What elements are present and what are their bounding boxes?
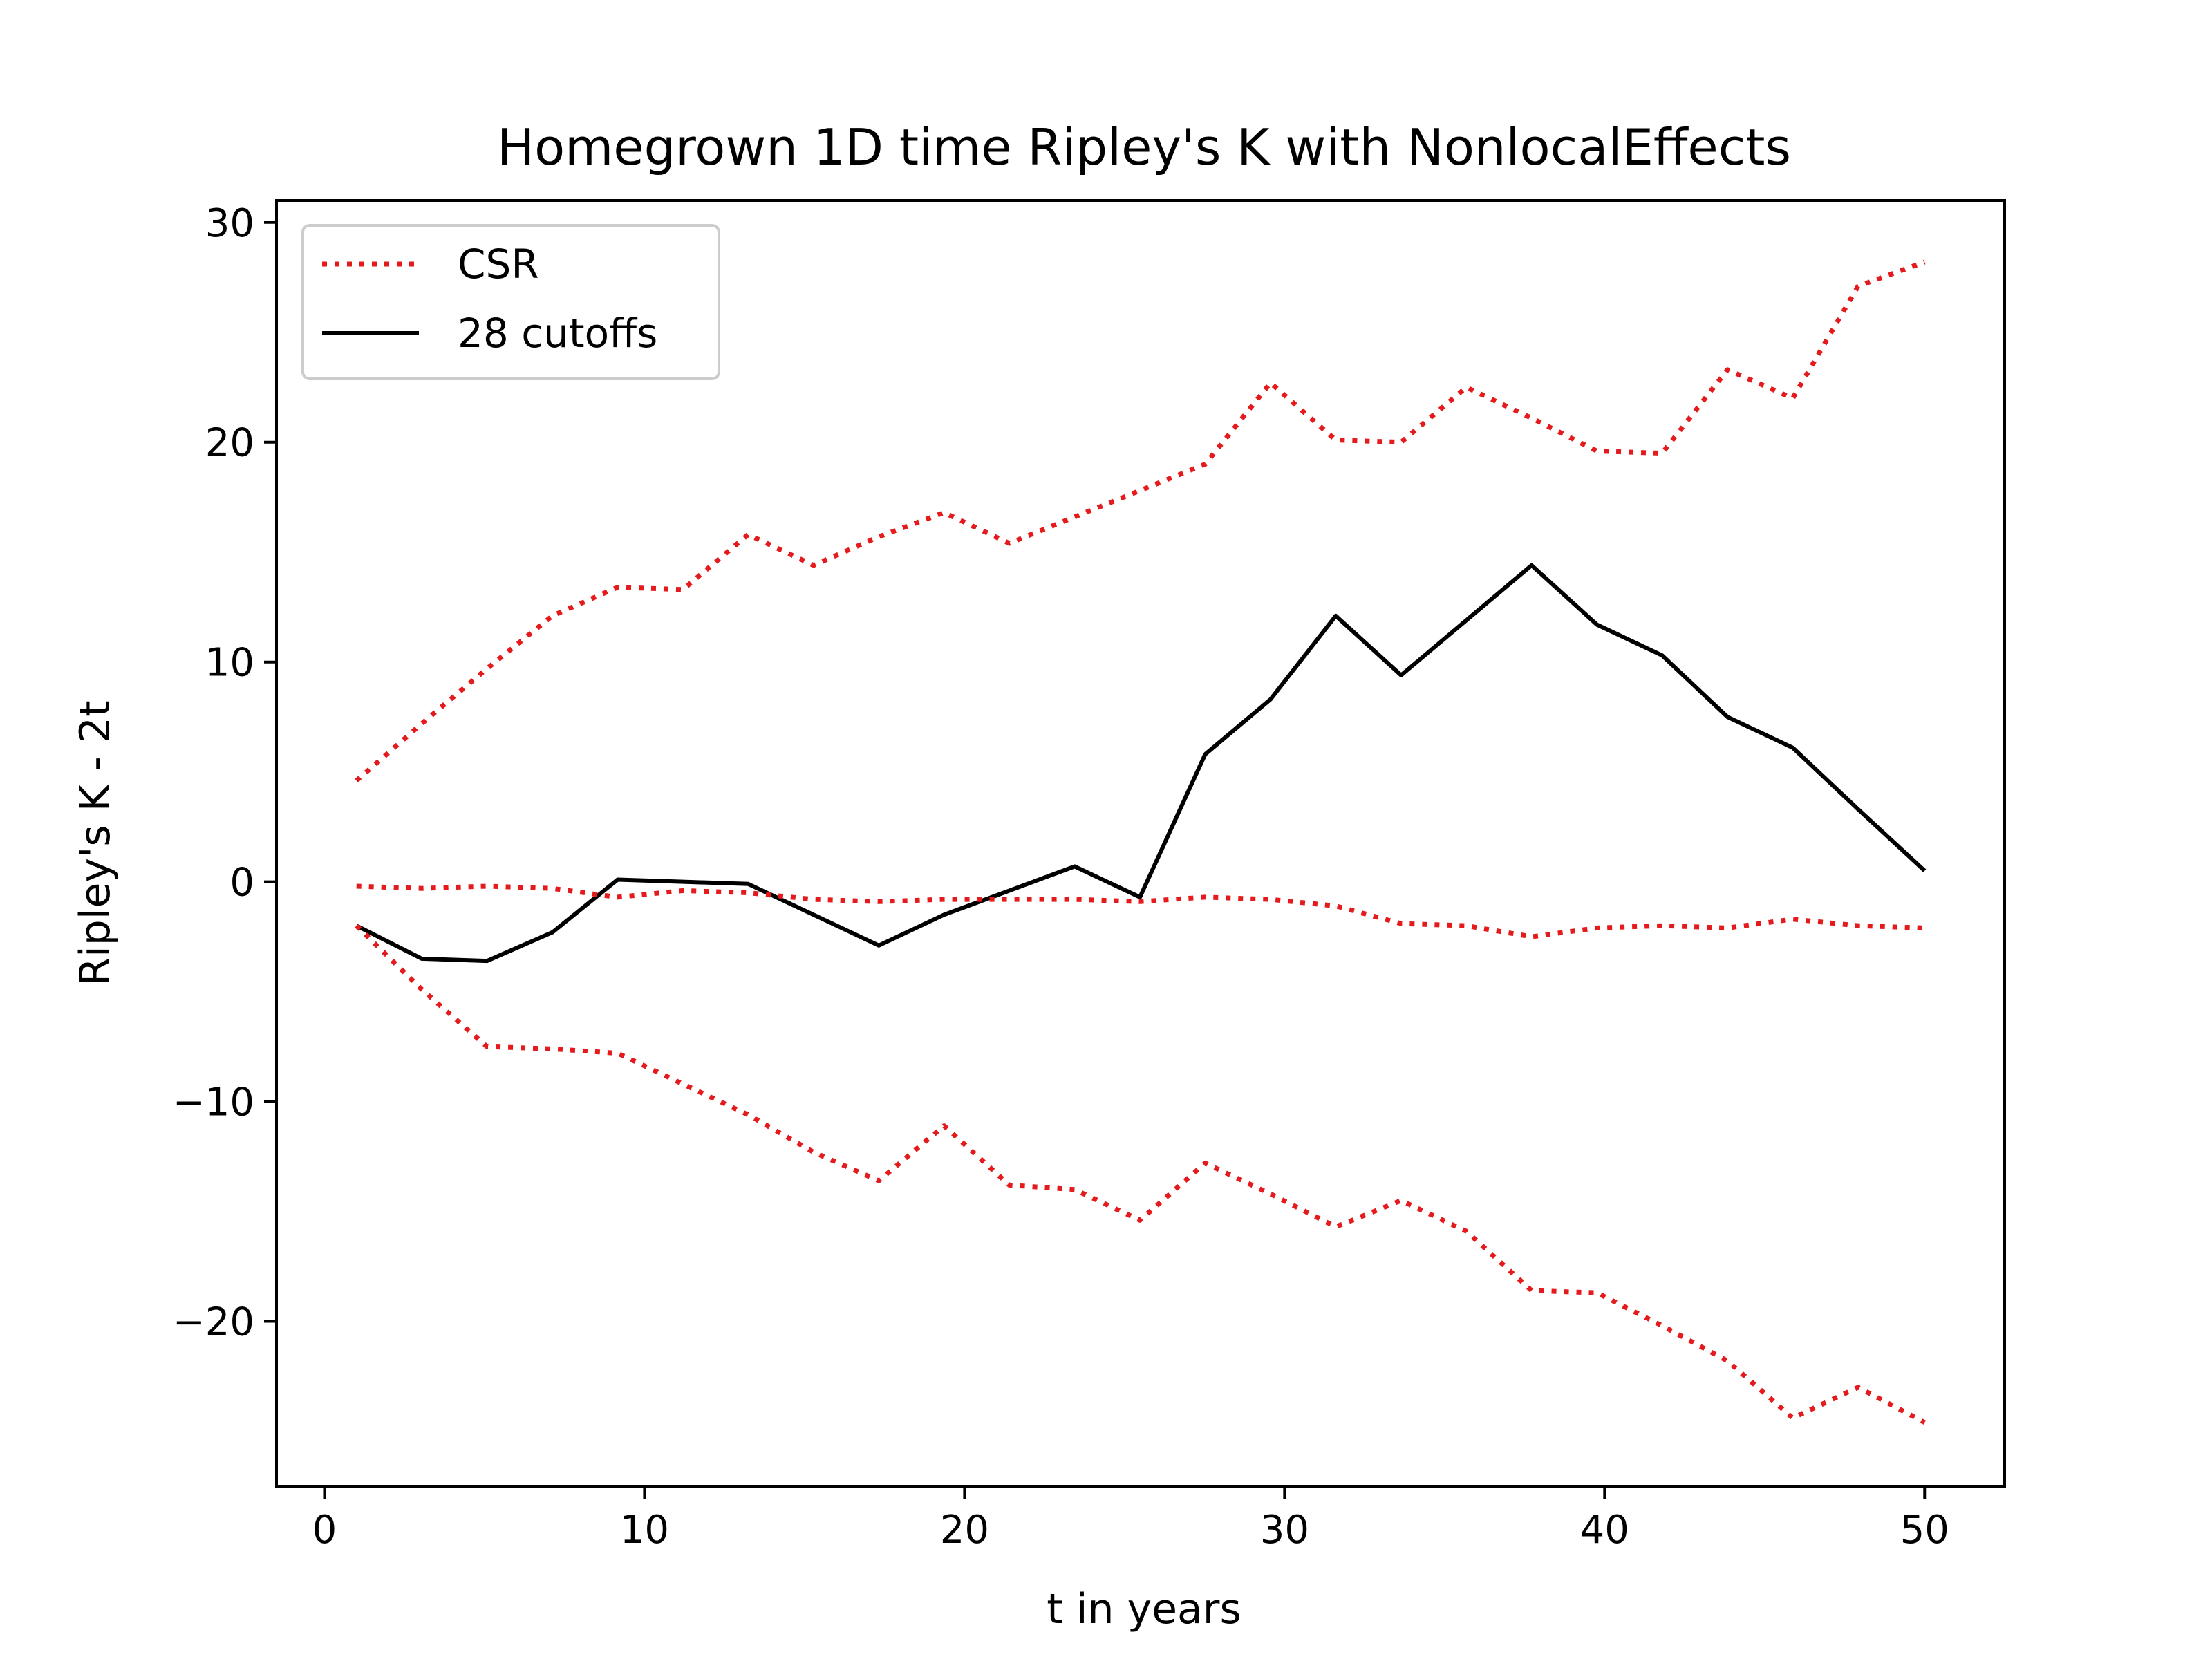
series-layer [355, 259, 1927, 1425]
y-tick-label: 0 [229, 861, 254, 906]
cutoffs-series-line [355, 563, 1927, 964]
x-tick-label: 50 [1900, 1508, 1949, 1553]
y-tick-label: −20 [173, 1300, 254, 1345]
x-tick-label: 20 [940, 1508, 989, 1553]
legend-csr-label: CSR [458, 241, 539, 288]
chart-title: Homegrown 1D time Ripley's K with Nonloc… [497, 118, 1791, 176]
y-axis-label: Ripley's K - 2t [71, 700, 120, 986]
legend-cutoffs-label: 28 cutoffs [458, 310, 657, 357]
legend: CSR 28 cutoffs [301, 224, 720, 380]
csr-envelope-line-3 [355, 924, 1926, 1425]
y-tick-label: −10 [173, 1080, 254, 1125]
x-tick-label: 0 [312, 1508, 337, 1553]
legend-box [301, 224, 720, 380]
y-axis: −20 −10 0 10 20 30 [173, 201, 276, 1345]
x-tick-label: 10 [620, 1508, 669, 1553]
x-tick-label: 30 [1260, 1508, 1309, 1553]
plot-frame [275, 199, 2006, 1488]
y-tick-label: 10 [205, 641, 254, 686]
y-tick-label: 30 [205, 201, 254, 246]
x-tick-label: 40 [1580, 1508, 1629, 1553]
y-tick-label: 20 [205, 421, 254, 466]
x-axis-label: t in years [1047, 1585, 1241, 1633]
csr-envelope-line-1 [355, 259, 1926, 783]
csr-envelope-line-2 [356, 883, 1925, 939]
x-axis: 0 10 20 30 40 50 [312, 1486, 1949, 1553]
